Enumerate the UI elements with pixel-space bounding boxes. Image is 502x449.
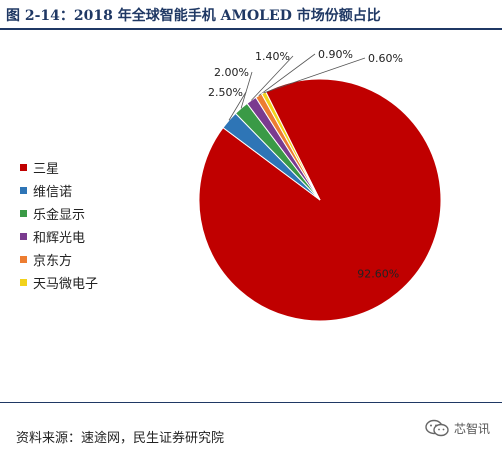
legend-item-3: 乐金显示 — [20, 202, 98, 225]
data-label-4: 1.40% — [255, 50, 290, 63]
data-label-2: 2.50% — [208, 86, 243, 99]
legend-label: 京东方 — [33, 254, 73, 269]
legend-label: 维信诺 — [33, 185, 73, 200]
leader-line-6 — [263, 57, 366, 94]
wechat-icon — [425, 419, 449, 437]
legend-swatch — [20, 164, 27, 171]
data-label-5: 0.90% — [318, 48, 353, 61]
data-label-3: 2.00% — [214, 66, 249, 79]
legend-item-1: 三星 — [20, 156, 98, 179]
title-bar: 图 2-14：2018 年全球智能手机 AMOLED 市场份额占比 — [0, 0, 502, 30]
legend-item-5: 京东方 — [20, 248, 98, 271]
data-label-6: 0.60% — [368, 52, 403, 65]
leader-line-5 — [258, 53, 316, 96]
watermark-text: 芯智讯 — [453, 421, 490, 436]
legend-item-6: 天马微电子 — [20, 271, 98, 294]
legend-swatch — [20, 256, 27, 263]
pie-chart: 92.60% 2.50% 2.00% 1.40% 0.90% 0.60% — [198, 48, 442, 322]
legend-label: 和辉光电 — [33, 231, 86, 246]
chart-area: 92.60% 2.50% 2.00% 1.40% 0.90% 0.60% 三星维信诺乐金显… — [0, 32, 502, 392]
leader-line-4 — [251, 55, 294, 101]
legend-item-4: 和辉光电 — [20, 225, 98, 248]
legend-label: 三星 — [33, 162, 60, 177]
leader-line-3 — [240, 71, 253, 109]
watermark: 芯智讯 — [424, 419, 490, 437]
source-note: 资料来源：速途网，民生证券研究院 — [16, 431, 225, 446]
legend-swatch — [20, 233, 27, 240]
leader-line-2 — [228, 91, 247, 121]
legend-label: 天马微电子 — [33, 277, 99, 292]
data-label-1: 92.60% — [357, 268, 399, 281]
legend-swatch — [20, 210, 27, 217]
chart-legend: 三星维信诺乐金显示和辉光电京东方天马微电子 — [20, 156, 98, 294]
legend-swatch — [20, 187, 27, 194]
legend-swatch — [20, 279, 27, 286]
footer: 资料来源：速途网，民生证券研究院 芯智讯 — [0, 402, 502, 449]
legend-item-2: 维信诺 — [20, 179, 98, 202]
figure-title: 图 2-14：2018 年全球智能手机 AMOLED 市场份额占比 — [6, 8, 381, 24]
legend-label: 乐金显示 — [33, 208, 86, 223]
